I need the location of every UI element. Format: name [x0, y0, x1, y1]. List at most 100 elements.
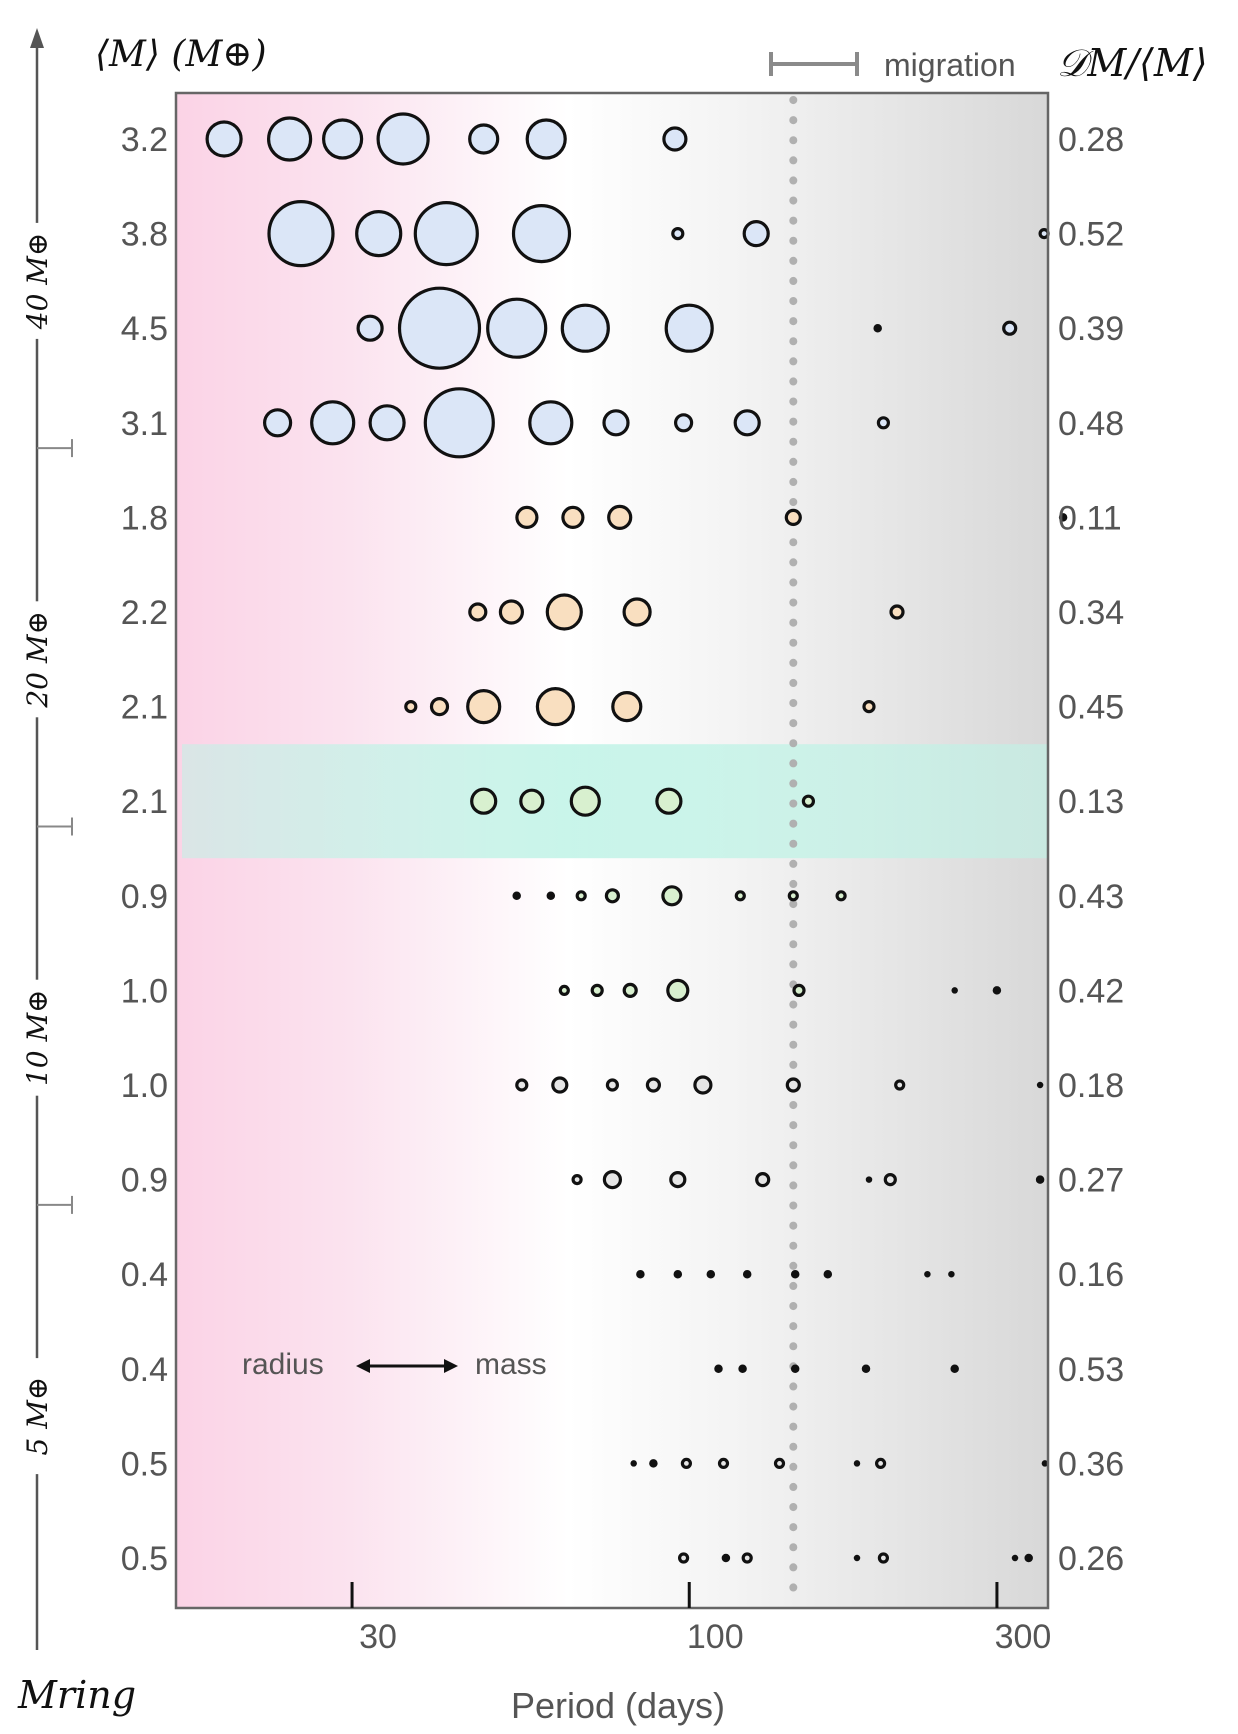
planet-row — [512, 885, 847, 907]
planet-point — [205, 120, 243, 158]
planet-point — [267, 116, 313, 162]
planet-point — [734, 890, 746, 902]
planet-point — [1011, 1554, 1019, 1562]
planet-point — [1036, 1081, 1044, 1089]
mean-mass-label: 3.2 — [121, 121, 168, 159]
dispersion-label: 0.11 — [1058, 499, 1122, 537]
radius-mass-annotation: radius mass — [242, 1348, 547, 1381]
planet-point — [546, 891, 556, 901]
planet-point — [671, 227, 685, 241]
planet-point — [865, 1176, 873, 1183]
planet-point — [561, 505, 585, 530]
planet-point — [785, 1077, 801, 1093]
x-tick-label: 300 — [995, 1618, 1052, 1656]
planet-point — [664, 303, 714, 353]
ring-label-gap — [20, 222, 54, 339]
planet-row — [404, 686, 876, 727]
ring-mass-group-label: 40 M⊕ — [21, 233, 54, 331]
mean-mass-label: 0.5 — [121, 1445, 168, 1483]
planet-row — [636, 1269, 955, 1279]
planet-point — [1041, 1460, 1049, 1467]
ring-label-gap — [20, 1358, 54, 1475]
planet-point — [551, 1076, 569, 1094]
planet-row — [515, 1075, 1044, 1095]
mean-mass-label: 2.1 — [121, 689, 168, 727]
planet-point — [569, 785, 601, 817]
planet-point — [1024, 1553, 1033, 1563]
planet-point — [862, 699, 876, 714]
planet-point — [429, 696, 450, 717]
planet-row — [468, 593, 905, 631]
mean-mass-label: 0.4 — [121, 1351, 168, 1389]
planet-point — [602, 409, 630, 437]
ring-label-gap — [20, 979, 54, 1096]
planet-row — [571, 1169, 1045, 1190]
planet-point — [738, 1364, 747, 1374]
planet-point — [466, 688, 502, 725]
planet-point — [498, 599, 524, 625]
ring-mass-group-label: 20 M⊕ — [21, 611, 54, 709]
planet-point — [714, 1364, 723, 1374]
plot-frame — [174, 91, 1050, 1610]
planet-point — [267, 200, 335, 268]
mean-mass-label: 0.4 — [121, 1256, 168, 1294]
planet-point — [545, 593, 583, 631]
planet-point — [784, 508, 802, 527]
planet-point — [630, 1460, 637, 1467]
planet-point — [790, 1364, 800, 1374]
migration-legend: migration — [769, 47, 1016, 83]
planet-points — [205, 112, 1068, 1564]
planet-point — [636, 1269, 645, 1279]
planet-point — [322, 118, 364, 160]
dispersion-label: 0.43 — [1058, 878, 1124, 916]
planet-point — [512, 891, 521, 901]
planet-point — [519, 788, 545, 814]
planet-point — [1035, 1175, 1045, 1184]
planet-point — [511, 204, 572, 264]
planet-point — [607, 504, 633, 531]
mean-mass-label: 1.0 — [121, 972, 168, 1010]
planet-point — [1002, 320, 1018, 336]
planet-point — [645, 1077, 662, 1093]
planet-point — [662, 126, 688, 152]
planet-point — [404, 699, 418, 714]
planet-point — [876, 416, 891, 430]
planet-point — [525, 118, 567, 160]
dispersion-label: 0.16 — [1058, 1256, 1124, 1294]
mean-mass-label: 1.0 — [121, 1067, 168, 1105]
planet-point — [883, 1172, 897, 1187]
planet-point — [515, 505, 539, 530]
planet-point — [853, 1554, 861, 1562]
planet-point — [773, 1457, 786, 1470]
planet-point — [680, 1457, 693, 1470]
planet-row — [356, 286, 1018, 370]
dispersion-label: 0.39 — [1058, 310, 1124, 348]
planet-point — [575, 890, 587, 902]
planet-point — [470, 787, 498, 815]
planet-row — [558, 978, 1002, 1003]
planet-point — [669, 1170, 687, 1189]
planet-point — [368, 404, 406, 442]
mass-label: mass — [475, 1348, 547, 1381]
planet-point — [835, 890, 847, 902]
planet-point — [528, 400, 574, 446]
mean-mass-label: 3.1 — [121, 405, 168, 443]
planet-point — [853, 1460, 861, 1467]
planet-point — [376, 112, 430, 166]
planet-row — [267, 200, 1050, 268]
planet-point — [801, 794, 816, 808]
planet-point — [622, 597, 652, 627]
planet-point — [423, 387, 495, 459]
dispersion-label: 0.28 — [1058, 121, 1124, 159]
planet-point — [733, 409, 761, 437]
mean-mass-label: 0.5 — [121, 1540, 168, 1578]
planet-point — [655, 787, 683, 815]
planet-point — [666, 978, 690, 1003]
dispersion-label: 0.48 — [1058, 405, 1124, 443]
dispersion-label: 0.13 — [1058, 783, 1124, 821]
planet-point — [721, 1553, 731, 1563]
planet-point — [571, 1173, 583, 1186]
planet-point — [677, 1552, 690, 1564]
planet-point — [861, 1364, 871, 1374]
